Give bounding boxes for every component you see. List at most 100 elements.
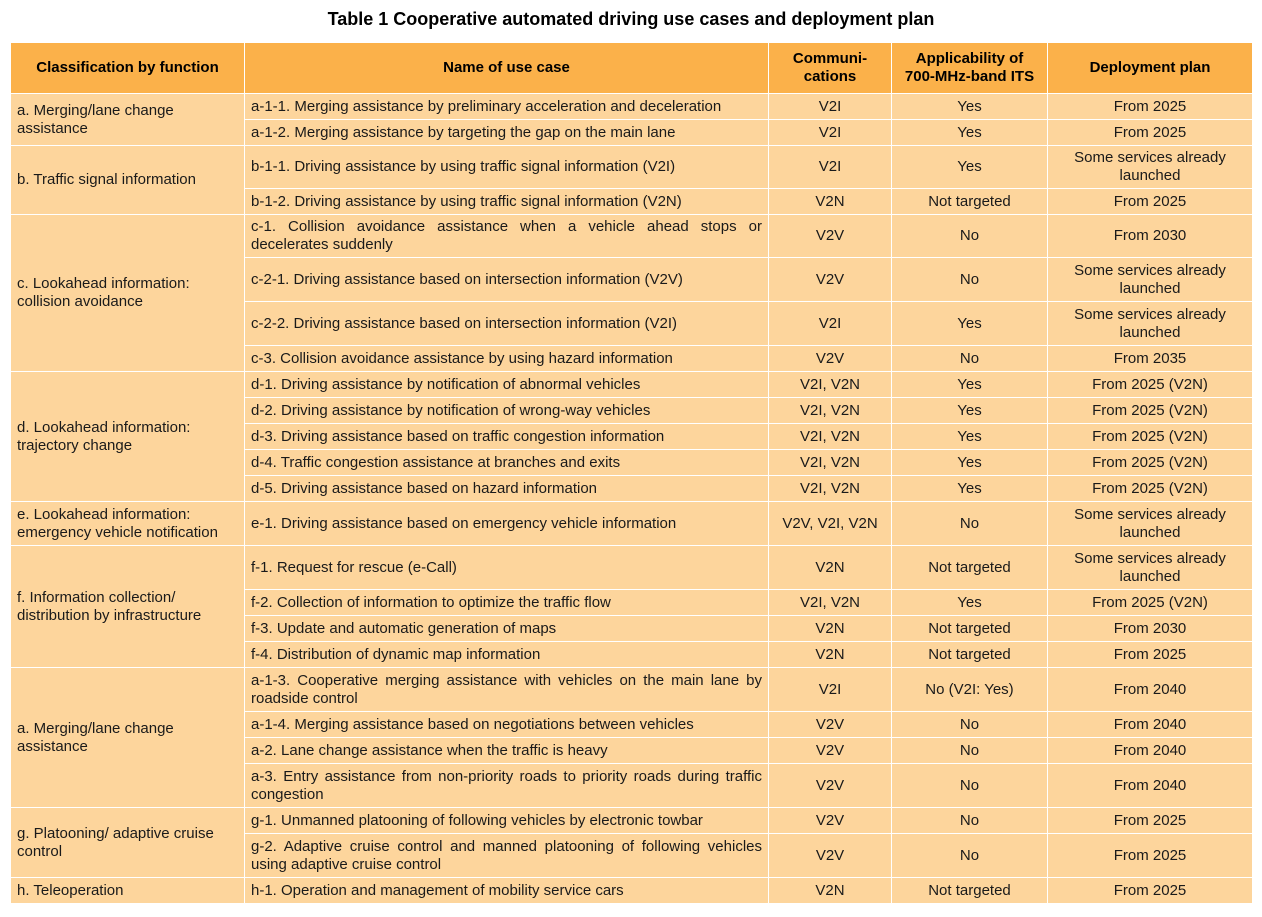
communications-cell: V2I, V2N <box>768 371 892 398</box>
applicability-cell: No <box>891 763 1048 808</box>
use-case-cell: h-1. Operation and management of mobilit… <box>244 877 769 904</box>
communications-cell: V2I, V2N <box>768 475 892 502</box>
deployment-cell: From 2025 <box>1047 833 1253 878</box>
communications-cell: V2N <box>768 641 892 668</box>
use-case-cell: b-1-1. Driving assistance by using traff… <box>244 145 769 189</box>
use-case-cell: f-3. Update and automatic generation of … <box>244 615 769 642</box>
applicability-cell: Yes <box>891 371 1048 398</box>
applicability-cell: No <box>891 501 1048 546</box>
applicability-cell: Not targeted <box>891 877 1048 904</box>
applicability-cell: No <box>891 807 1048 834</box>
classification-cell: f. Information collection/ distribution … <box>10 545 245 668</box>
deployment-cell: From 2040 <box>1047 737 1253 764</box>
applicability-cell: No <box>891 833 1048 878</box>
use-case-cell: d-2. Driving assistance by notification … <box>244 397 769 424</box>
table-row: d-2. Driving assistance by notification … <box>11 397 1253 424</box>
deployment-cell: From 2025 <box>1047 119 1253 146</box>
table-row: a-1-2. Merging assistance by targeting t… <box>11 119 1253 146</box>
use-case-cell: a-3. Entry assistance from non-priority … <box>244 763 769 808</box>
use-case-cell: c-1. Collision avoidance assistance when… <box>244 214 769 258</box>
use-case-table: Classification by function Name of use c… <box>10 42 1253 904</box>
applicability-cell: Not targeted <box>891 615 1048 642</box>
communications-cell: V2V <box>768 257 892 302</box>
communications-cell: V2I <box>768 301 892 346</box>
applicability-cell: No (V2I: Yes) <box>891 667 1048 712</box>
use-case-cell: a-1-4. Merging assistance based on negot… <box>244 711 769 738</box>
use-case-cell: a-1-3. Cooperative merging assistance wi… <box>244 667 769 712</box>
communications-cell: V2I <box>768 145 892 189</box>
classification-cell: a. Merging/lane change assistance <box>10 667 245 808</box>
use-case-cell: d-5. Driving assistance based on hazard … <box>244 475 769 502</box>
communications-cell: V2V <box>768 345 892 372</box>
use-case-cell: c-2-2. Driving assistance based on inter… <box>244 301 769 346</box>
use-case-cell: a-2. Lane change assistance when the tra… <box>244 737 769 764</box>
applicability-cell: No <box>891 345 1048 372</box>
use-case-cell: f-1. Request for rescue (e-Call) <box>244 545 769 590</box>
communications-cell: V2N <box>768 877 892 904</box>
communications-cell: V2I, V2N <box>768 449 892 476</box>
table-body: a. Merging/lane change assistance a-1-1. … <box>10 93 1253 904</box>
classification-cell: b. Traffic signal information <box>10 145 245 215</box>
use-case-cell: d-1. Driving assistance by notification … <box>244 371 769 398</box>
deployment-cell: From 2035 <box>1047 345 1253 372</box>
applicability-cell: Yes <box>891 301 1048 346</box>
use-case-cell: f-4. Distribution of dynamic map informa… <box>244 641 769 668</box>
applicability-cell: Yes <box>891 449 1048 476</box>
deployment-cell: From 2025 (V2N) <box>1047 475 1253 502</box>
communications-cell: V2V <box>768 711 892 738</box>
communications-cell: V2I, V2N <box>768 397 892 424</box>
table-row: a. Merging/lane change assistance a-1-1. … <box>10 93 1253 146</box>
deployment-cell: From 2040 <box>1047 711 1253 738</box>
use-case-cell: g-1. Unmanned platooning of following ve… <box>244 807 769 834</box>
deployment-cell: Some services already launched <box>1047 257 1253 302</box>
classification-cell: h. Teleoperation <box>10 877 245 904</box>
table-row: d. Lookahead information: trajectory cha… <box>10 371 1253 502</box>
deployment-cell: Some services already launched <box>1047 145 1253 189</box>
header-row: Classification by function Name of use c… <box>10 42 1253 94</box>
table-row: d-4. Traffic congestion assistance at br… <box>11 449 1253 476</box>
classification-cell: e. Lookahead information: emergency vehi… <box>10 501 245 546</box>
use-case-cell: e-1. Driving assistance based on emergen… <box>244 501 769 546</box>
deployment-cell: From 2025 <box>1047 641 1253 668</box>
header-use-case: Name of use case <box>244 42 769 94</box>
use-case-cell: a-1-2. Merging assistance by targeting t… <box>244 119 769 146</box>
table-row: a. Merging/lane change assistance a-1-3. … <box>10 667 1253 808</box>
applicability-cell: Yes <box>891 145 1048 189</box>
applicability-cell: Yes <box>891 397 1048 424</box>
applicability-cell: Yes <box>891 423 1048 450</box>
table-row: g. Platooning/ adaptive cruise control g-… <box>10 807 1253 878</box>
table-row: f. Information collection/ distribution … <box>10 545 1253 668</box>
deployment-cell: From 2040 <box>1047 763 1253 808</box>
table-row: h. Teleoperation h-1. Operation and manag… <box>10 877 1253 904</box>
deployment-cell: From 2025 <box>1047 188 1253 215</box>
applicability-cell: Yes <box>891 119 1048 146</box>
use-case-cell: a-1-1. Merging assistance by preliminary… <box>244 93 769 120</box>
classification-cell: g. Platooning/ adaptive cruise control <box>10 807 245 878</box>
applicability-cell: Not targeted <box>891 188 1048 215</box>
communications-cell: V2I <box>768 667 892 712</box>
deployment-cell: From 2025 (V2N) <box>1047 449 1253 476</box>
use-case-cell: d-4. Traffic congestion assistance at br… <box>244 449 769 476</box>
table-title: Table 1 Cooperative automated driving us… <box>327 9 935 29</box>
applicability-cell: Not targeted <box>891 545 1048 590</box>
communications-cell: V2V <box>768 763 892 808</box>
use-case-cell: g-2. Adaptive cruise control and manned … <box>244 833 769 878</box>
applicability-cell: No <box>891 737 1048 764</box>
use-case-cell: d-3. Driving assistance based on traffic… <box>244 423 769 450</box>
communications-cell: V2V <box>768 807 892 834</box>
communications-cell: V2I <box>768 93 892 120</box>
applicability-cell: Yes <box>891 589 1048 616</box>
table-row: f-2. Collection of information to optimi… <box>11 589 1253 616</box>
communications-cell: V2I <box>768 119 892 146</box>
communications-cell: V2N <box>768 615 892 642</box>
table-row: d-3. Driving assistance based on traffic… <box>11 423 1253 450</box>
table-row: g-2. Adaptive cruise control and manned … <box>11 833 1253 878</box>
use-case-cell: f-2. Collection of information to optimi… <box>244 589 769 616</box>
table-row: c-2-2. Driving assistance based on inter… <box>11 301 1253 346</box>
table-row: a-3. Entry assistance from non-priority … <box>11 763 1253 808</box>
deployment-cell: From 2025 (V2N) <box>1047 371 1253 398</box>
deployment-cell: From 2040 <box>1047 667 1253 712</box>
deployment-cell: From 2025 (V2N) <box>1047 397 1253 424</box>
classification-cell: c. Lookahead information: collision avoi… <box>10 214 245 372</box>
communications-cell: V2I, V2N <box>768 423 892 450</box>
